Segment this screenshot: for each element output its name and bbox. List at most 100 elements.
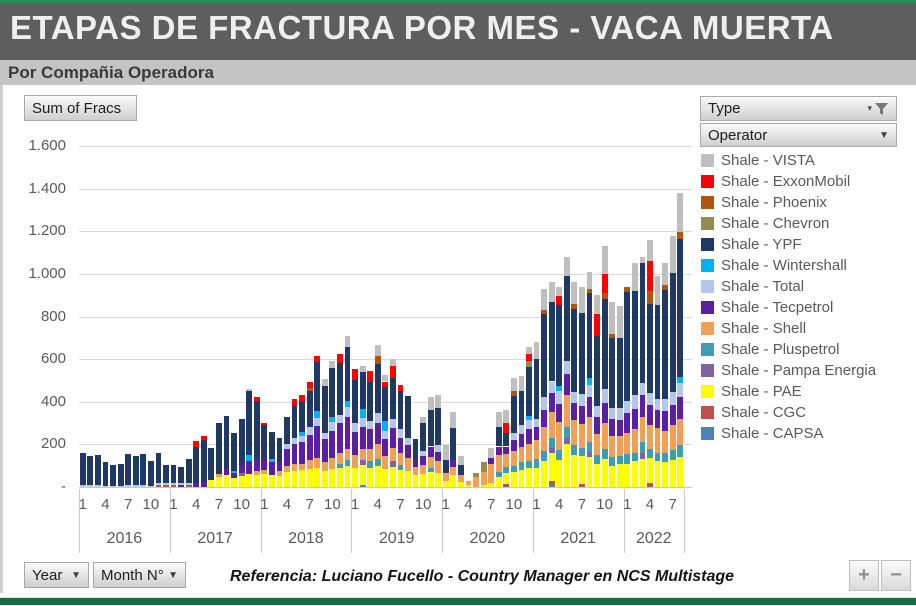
bar-segment bbox=[450, 466, 457, 476]
legend-swatch bbox=[701, 280, 714, 293]
x-axis-month-label: 1 bbox=[623, 496, 632, 513]
x-axis-month-label: 4 bbox=[373, 496, 382, 513]
legend-item: Shale - Pampa Energia bbox=[701, 360, 911, 381]
bar-segment bbox=[284, 448, 290, 466]
bar-segment bbox=[563, 427, 570, 438]
sum-of-fracs-field-button[interactable]: Sum of Fracs bbox=[24, 95, 137, 121]
bar-segment bbox=[616, 305, 623, 338]
year-field-button[interactable]: Year ▼ bbox=[24, 562, 89, 588]
bar-segment bbox=[367, 370, 374, 382]
type-filter-label: Type bbox=[708, 100, 741, 117]
bar-segment bbox=[231, 471, 237, 474]
month-field-button[interactable]: Month N° ▼ bbox=[93, 562, 186, 588]
bar-segment bbox=[450, 460, 457, 467]
bar-segment bbox=[533, 440, 540, 460]
bar-segment bbox=[155, 452, 162, 483]
bar-segment bbox=[518, 425, 525, 434]
bar-segment bbox=[163, 484, 169, 487]
bar-segment bbox=[337, 414, 343, 424]
bar-segment bbox=[405, 445, 411, 459]
bar-segment bbox=[246, 461, 253, 475]
bar-segment bbox=[669, 392, 676, 405]
bar-segment bbox=[329, 430, 336, 459]
legend-item: Shale - Phoenix bbox=[701, 192, 911, 213]
bar-segment bbox=[526, 366, 532, 416]
bar-segment bbox=[389, 378, 396, 419]
y-axis-tick-label: 1.600 bbox=[28, 137, 66, 154]
bar-segment bbox=[601, 402, 608, 424]
bar-segment bbox=[382, 456, 389, 469]
x-axis-month-label: 10 bbox=[505, 496, 523, 513]
bar-segment bbox=[329, 416, 336, 422]
bar-segment bbox=[677, 445, 684, 458]
bar-segment bbox=[503, 453, 510, 467]
gridline bbox=[79, 231, 692, 233]
bar-segment bbox=[420, 423, 426, 451]
filter-funnel-icon: ▾ bbox=[867, 102, 889, 116]
legend-item: Shale - PAE bbox=[701, 381, 911, 402]
bar-segment bbox=[677, 238, 684, 378]
bar-segment bbox=[571, 402, 578, 420]
bar-segment bbox=[677, 397, 684, 419]
bar-segment bbox=[291, 398, 298, 406]
bar-segment bbox=[586, 416, 593, 443]
bar-segment bbox=[586, 451, 593, 458]
bar-segment bbox=[518, 462, 525, 470]
operator-field-button[interactable]: Operator ▼ bbox=[700, 123, 897, 147]
bar-segment bbox=[631, 409, 638, 430]
bar-segment bbox=[647, 290, 653, 304]
bar-segment bbox=[405, 458, 411, 471]
x-axis-year-label: 2016 bbox=[106, 530, 143, 547]
bar-segment bbox=[367, 429, 374, 449]
x-axis-month-label: 7 bbox=[396, 496, 405, 513]
legend-item: Shale - Shell bbox=[701, 318, 911, 339]
x-axis-month-label: 10 bbox=[414, 496, 432, 513]
x-axis-month-label: 4 bbox=[555, 496, 564, 513]
zoom-out-button[interactable]: − bbox=[881, 560, 911, 591]
bar-segment bbox=[284, 465, 290, 473]
bar-segment bbox=[246, 388, 253, 392]
bar-segment bbox=[548, 484, 555, 487]
bar-segment bbox=[314, 458, 321, 468]
bar-segment bbox=[412, 475, 419, 487]
type-filter-button[interactable]: Type ▾ bbox=[700, 96, 897, 121]
x-axis-month-label: 4 bbox=[192, 496, 201, 513]
bar-segment bbox=[548, 381, 555, 394]
bar-segment bbox=[125, 484, 132, 487]
bar-segment bbox=[654, 276, 661, 305]
bar-segment bbox=[465, 484, 472, 487]
chevron-down-icon: ▼ bbox=[168, 569, 178, 581]
bar-segment bbox=[594, 463, 600, 487]
bar-segment bbox=[306, 387, 313, 392]
bar-segment bbox=[344, 335, 351, 348]
x-axis-month-label: 1 bbox=[78, 496, 87, 513]
bar-segment bbox=[639, 256, 646, 264]
bar-segment bbox=[170, 482, 177, 485]
bar-segment bbox=[647, 482, 653, 487]
bar-segment bbox=[193, 446, 200, 483]
bar-segment bbox=[427, 446, 434, 458]
y-axis-tick-label: 600 bbox=[40, 350, 66, 368]
bar-segment bbox=[359, 464, 366, 485]
zoom-in-button[interactable]: + bbox=[849, 560, 879, 591]
bar-segment bbox=[359, 448, 366, 461]
y-axis-tick-label: 1.400 bbox=[28, 179, 66, 197]
bar-segment bbox=[556, 286, 563, 297]
bar-segment bbox=[624, 432, 631, 454]
bar-segment bbox=[299, 395, 305, 402]
bar-segment bbox=[510, 450, 517, 466]
bar-segment bbox=[231, 432, 237, 471]
bar-segment bbox=[412, 466, 419, 476]
bar-segment bbox=[526, 444, 532, 462]
bar-segment bbox=[510, 396, 517, 433]
bar-segment bbox=[556, 449, 563, 461]
bar-segment bbox=[389, 359, 396, 366]
bar-segment bbox=[541, 397, 547, 411]
bar-segment bbox=[306, 434, 313, 461]
bar-segment bbox=[314, 426, 321, 459]
bar-segment bbox=[117, 485, 124, 487]
bar-segment bbox=[291, 463, 298, 471]
bar-segment bbox=[352, 423, 358, 432]
x-axis-year-label: 2017 bbox=[197, 530, 233, 547]
